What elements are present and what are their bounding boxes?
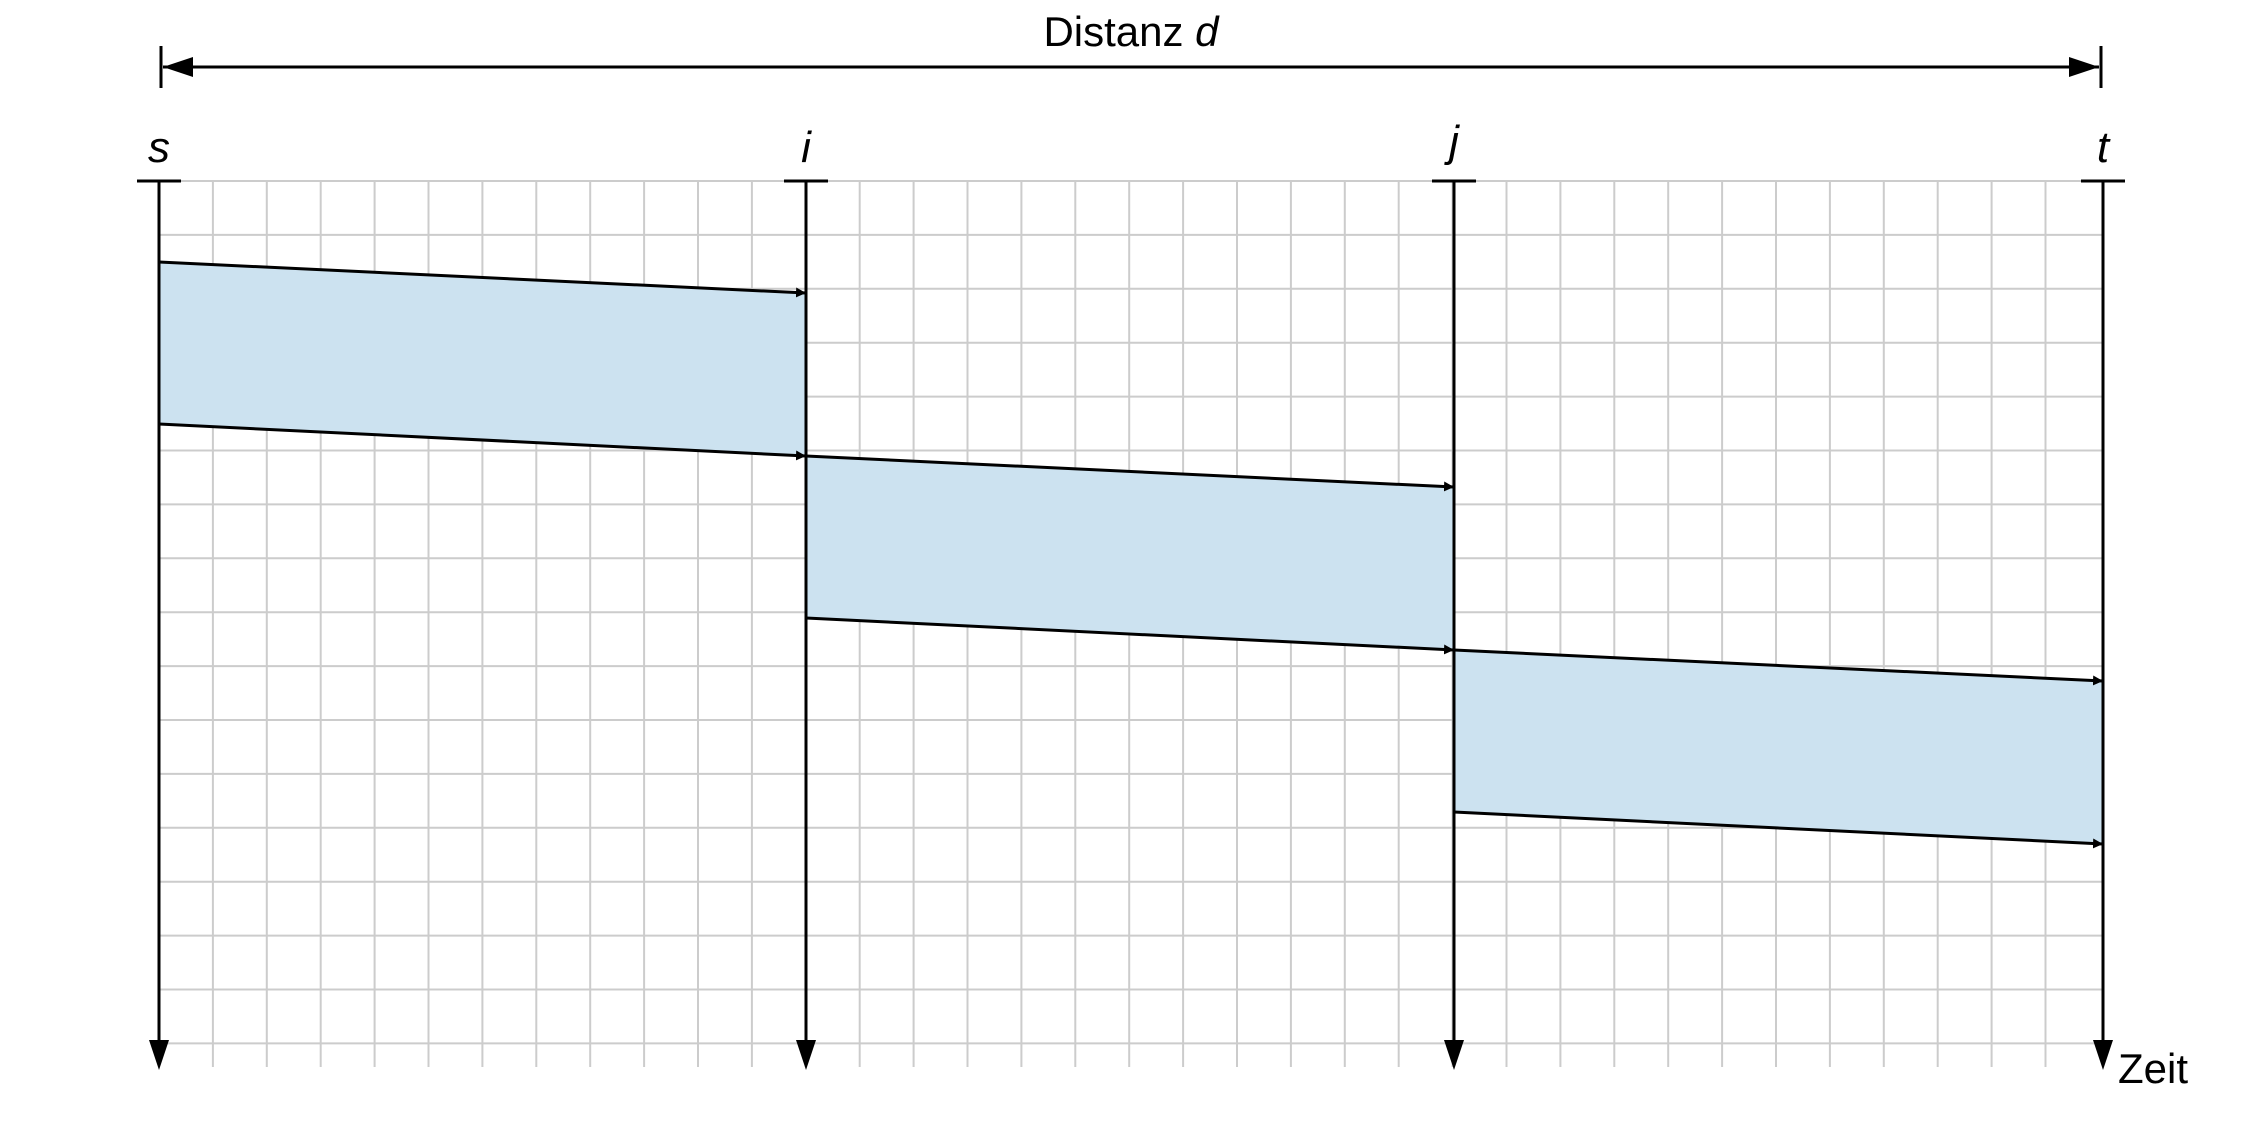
arrow-j-t-start: [1453, 648, 2104, 686]
transmission-bands: [159, 262, 2103, 844]
time-axis-s: [137, 179, 181, 1070]
time-axis-t: [2081, 179, 2125, 1070]
band-i-to-j: [806, 456, 1454, 650]
node-label-i: i: [801, 123, 812, 172]
time-axis-j: [1432, 179, 1476, 1070]
node-label-s: s: [148, 123, 170, 172]
node-label-j: j: [1444, 117, 1460, 166]
node-time-axes: [137, 179, 2125, 1070]
band-j-to-t: [1454, 650, 2103, 844]
band-s-to-i: [159, 262, 806, 456]
arrow-s-i-start: [158, 260, 807, 298]
arrow-i-j-start: [805, 454, 1455, 492]
node-label-t: t: [2097, 123, 2111, 172]
time-axis-i: [784, 179, 828, 1070]
time-axis-label: Zeit: [2118, 1045, 2188, 1092]
node-labels: s i j t: [148, 117, 2111, 172]
arrow-s-i-end: [158, 422, 807, 461]
arrow-i-j-end: [805, 616, 1455, 655]
distance-dimension: Distanz d: [159, 8, 2103, 88]
arrow-j-t-end: [1453, 810, 2104, 849]
distance-label: Distanz d: [1043, 8, 1220, 55]
transmission-arrows: [158, 260, 2104, 849]
